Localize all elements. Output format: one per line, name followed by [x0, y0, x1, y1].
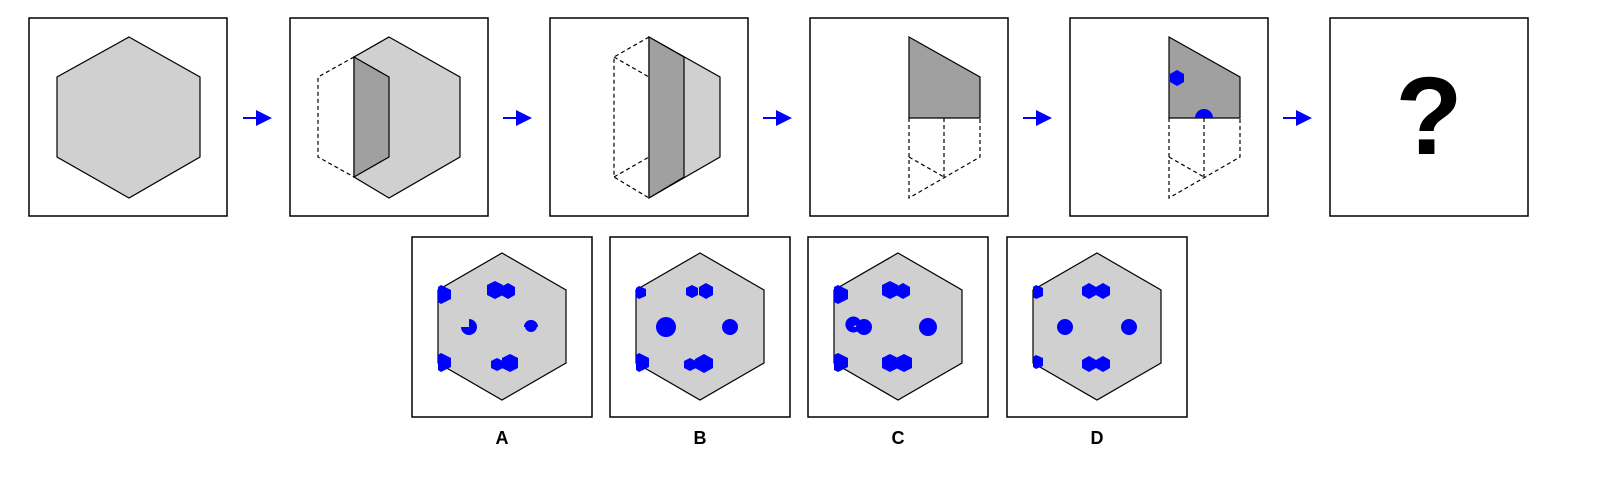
question-mark: ?: [1395, 55, 1463, 178]
option-b-panel[interactable]: [609, 236, 791, 418]
option-b-label[interactable]: B: [693, 428, 707, 448]
circle-hole: [656, 317, 676, 337]
folded-flap-2: [648, 35, 685, 200]
hexagon-hole: [502, 354, 518, 372]
circle-hole: [722, 319, 738, 335]
hexagon-hole: [438, 353, 451, 372]
hexagon-hole: [699, 283, 713, 299]
hexagon-hole: [695, 354, 713, 373]
hexagon-hole: [636, 286, 646, 299]
hexagon-hole: [686, 285, 698, 298]
folded-quarter: [908, 35, 981, 119]
hexagon-hole: [636, 353, 649, 372]
option-d-panel[interactable]: [1006, 236, 1188, 418]
hexagon-hole: [684, 358, 696, 371]
option-d-label[interactable]: D: [1090, 428, 1104, 448]
hexagon-hole: [487, 281, 503, 299]
folded-quarter-punched: [1168, 35, 1241, 119]
circle-hole: [1121, 319, 1137, 335]
step-3-panel: [549, 17, 749, 217]
hexagon-hole: [882, 281, 898, 299]
hexagon-hole: [1082, 356, 1096, 372]
step-5-panel: [1069, 17, 1269, 217]
step-4-panel: [809, 17, 1009, 217]
quarter-circle-hole: [461, 319, 477, 335]
option-a-panel[interactable]: [411, 236, 593, 418]
full-hexagon: [56, 36, 201, 199]
hexagon-hole: [1170, 70, 1184, 86]
hexagon-hole: [882, 354, 898, 372]
hexagon-hole: [896, 354, 912, 372]
option-c-label[interactable]: C: [891, 428, 905, 448]
hexagon-hole: [1033, 285, 1043, 299]
step-1-panel: [28, 17, 228, 217]
hexagon-hole: [491, 358, 503, 371]
hexagon-hole: [1033, 355, 1043, 369]
hexagon-hole: [1096, 356, 1110, 372]
option-c-panel[interactable]: [807, 236, 989, 418]
hexagon-hole: [501, 283, 515, 299]
circle-hole: [1057, 319, 1073, 335]
hexagon-hole: [834, 353, 848, 372]
original-outline-dashed: [317, 56, 355, 178]
step-2-panel: [289, 17, 489, 217]
hexagon-hole: [1096, 283, 1110, 299]
option-a-label[interactable]: A: [495, 428, 509, 448]
hexagon-hole: [1082, 283, 1096, 299]
hexagon-hole: [438, 285, 451, 304]
question-panel: [1329, 17, 1529, 217]
outline-dashed-2: [613, 36, 650, 199]
outline-dashed-3: [908, 118, 981, 200]
folded-flap-1: [353, 55, 390, 179]
hexagon-hole: [896, 283, 910, 299]
hexagon-hole: [834, 285, 848, 304]
half-circle-hole: [1195, 109, 1213, 118]
